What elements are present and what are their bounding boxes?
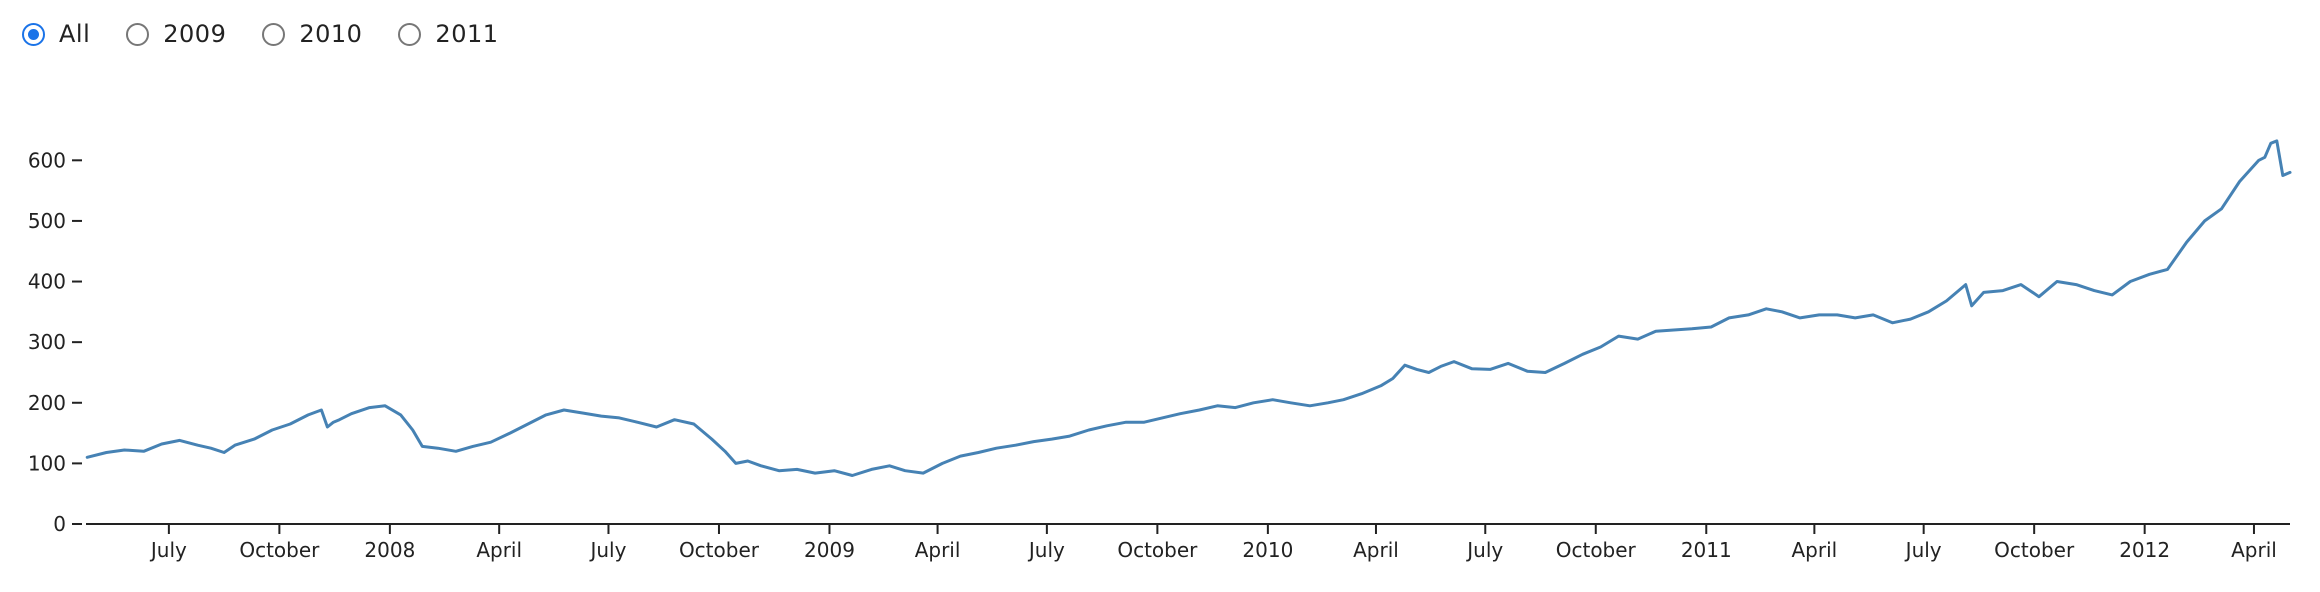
filter-option-label: All (59, 20, 91, 48)
y-tick-label: 300 (28, 330, 66, 354)
y-tick-label: 600 (28, 148, 66, 172)
x-tick-label: July (149, 538, 187, 562)
year-filter: All 2009 2010 2011 (22, 18, 535, 50)
y-tick-label: 0 (53, 512, 66, 536)
x-tick-label: April (2231, 538, 2277, 562)
x-tick-label: April (1353, 538, 1399, 562)
y-tick-label: 200 (28, 391, 66, 415)
x-tick-label: 2011 (1681, 538, 1732, 562)
y-tick-label: 400 (28, 270, 66, 294)
x-tick-label: 2009 (804, 538, 855, 562)
x-tick-label: October (679, 538, 760, 562)
x-axis: July October 2008 April July October 2009 April… (86, 523, 2290, 562)
filter-option-2011[interactable]: 2011 (398, 20, 498, 48)
x-tick-label: October (239, 538, 320, 562)
radio-button-2009[interactable] (126, 22, 150, 46)
radio-button-2010[interactable] (262, 22, 286, 46)
filter-option-label: 2010 (299, 20, 363, 48)
y-tick-label: 500 (28, 209, 66, 233)
filter-option-2010[interactable]: 2010 (262, 20, 362, 48)
x-tick-label: October (1556, 538, 1637, 562)
x-tick-label: July (588, 538, 626, 562)
x-tick-label: 2008 (364, 538, 415, 562)
y-axis: 0 100 200 300 400 500 600 (28, 148, 82, 536)
x-tick-label: April (915, 538, 961, 562)
x-tick-label: 2012 (2119, 538, 2170, 562)
x-tick-label: October (1117, 538, 1198, 562)
filter-option-all[interactable]: All (22, 20, 90, 48)
radio-button-all[interactable] (22, 22, 45, 46)
y-tick-label: 100 (28, 451, 66, 475)
x-tick-label: October (1994, 538, 2075, 562)
x-tick-label: July (1027, 538, 1065, 562)
series-line (85, 139, 2292, 477)
filter-option-label: 2011 (435, 20, 499, 48)
x-tick-label: 2010 (1242, 538, 1293, 562)
x-tick-label: July (1904, 538, 1942, 562)
x-tick-label: July (1465, 538, 1503, 562)
x-tick-label: April (476, 538, 522, 562)
filter-option-label: 2009 (163, 20, 227, 48)
radio-button-2011[interactable] (398, 22, 422, 46)
filter-option-2009[interactable]: 2009 (126, 20, 226, 48)
x-tick-label: April (1792, 538, 1838, 562)
